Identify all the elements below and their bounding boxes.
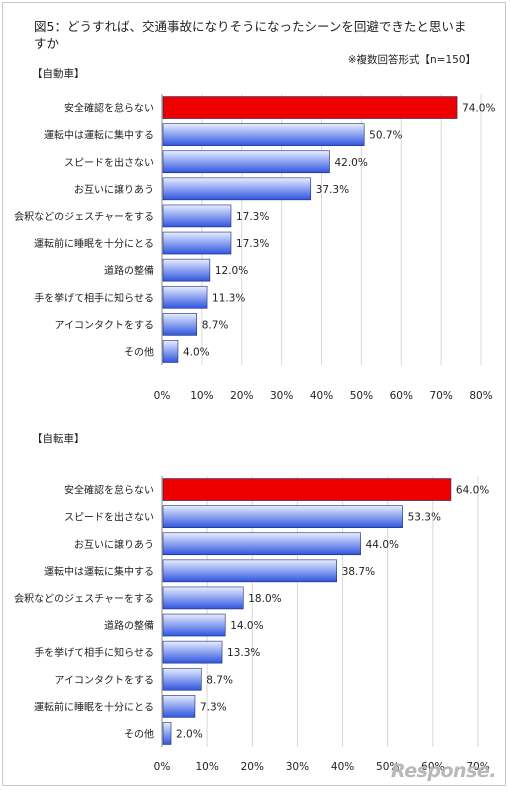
value-label: 8.7% [202,319,229,331]
bar [162,123,365,146]
bar [162,204,232,228]
x-tick-label: 40% [331,761,354,773]
value-label: 17.3% [236,211,269,223]
category-label: 道路の整備 [104,619,154,632]
category-label: 運転前に睡眠を十分にとる [34,237,154,250]
bar [162,695,196,718]
value-label: 18.0% [248,593,281,605]
value-label: 4.0% [183,346,210,358]
category-label: スピードを出さない [64,156,154,169]
value-label: 14.0% [230,620,263,632]
x-tick-label: 70% [466,761,489,773]
chart-bicycle: 0% 10% 20% 30% 40% 50% 60% 70% 安全確認を怠らない 64.0% スピー… [14,476,490,773]
bar [162,613,226,637]
value-label: 42.0% [334,157,367,169]
x-tick-label: 0% [154,761,171,773]
value-label: 2.0% [176,728,203,740]
category-label: 安全確認を怠らない [64,484,154,497]
chart-car: 0% 10% 20% 30% 40% 50% 60% 70% 80% 安全確認を怠らない 74.0%… [14,94,495,402]
category-label: 安全確認を怠らない [64,102,154,115]
bar [162,722,172,745]
bar [162,231,232,255]
bar [162,478,452,501]
category-label: 道路の整備 [104,264,154,277]
x-tick-label: 10% [190,390,213,402]
value-label: 44.0% [366,539,399,551]
bar [162,532,361,556]
value-label: 13.3% [227,647,260,659]
bar [162,150,330,174]
value-label: 17.3% [236,238,269,250]
bar [162,96,458,119]
category-label: アイコンタクトをする [55,674,155,686]
x-tick-label: 60% [390,390,413,402]
x-tick-label: 80% [469,390,492,402]
value-label: 11.3% [212,292,245,304]
bar [162,285,208,309]
value-label: 74.0% [462,103,495,115]
x-tick-label: 30% [286,761,309,773]
x-tick-label: 10% [195,761,218,773]
bar [162,258,211,282]
bar [162,559,338,583]
sample-note: ※複数回答形式【n=150】 [347,54,476,66]
bar [162,586,244,610]
value-label: 50.7% [369,130,402,142]
category-label: お互いに譲りあう [74,183,154,196]
bar [162,313,197,336]
bar [162,505,403,528]
x-tick-label: 50% [350,390,373,402]
x-tick-label: 50% [376,761,399,773]
category-label: 運転前に睡眠を十分にとる [34,700,154,713]
category-label: その他 [124,345,154,358]
category-label: スピードを出さない [64,511,154,524]
bar [162,340,179,363]
category-label: お互いに譲りあう [74,538,154,551]
category-label: 手を挙げて相手に知らせる [34,646,154,659]
value-label: 7.3% [200,701,227,713]
bar [162,667,202,691]
x-tick-label: 40% [310,390,333,402]
x-tick-label: 20% [241,761,264,773]
value-label: 12.0% [215,265,248,277]
x-tick-label: 0% [154,390,171,402]
bar [162,177,312,201]
section-label-bicycle: 【自転車】 [32,433,85,445]
x-tick-label: 20% [230,390,253,402]
x-tick-label: 70% [429,390,452,402]
value-label: 64.0% [456,485,489,497]
section-label-car: 【自動車】 [32,68,85,80]
category-label: 会釈などのジェスチャーをする [14,592,154,605]
value-label: 8.7% [206,674,233,686]
category-label: アイコンタクトをする [55,319,155,331]
category-label: 運転中は運転に集中する [44,565,154,578]
x-tick-label: 60% [421,761,444,773]
category-label: その他 [124,727,154,740]
value-label: 37.3% [316,184,349,196]
response-watermark: Response. [391,760,496,782]
figure-title: 図5：どうすれば、交通事故になりそうになったシーンを回避できたと思いますか [34,19,467,51]
value-label: 38.7% [342,566,375,578]
value-label: 53.3% [408,512,441,524]
category-label: 会釈などのジェスチャーをする [14,210,154,223]
category-label: 運転中は運転に集中する [44,129,154,142]
x-tick-label: 30% [270,390,293,402]
bar [162,640,223,664]
category-label: 手を挙げて相手に知らせる [34,291,154,304]
